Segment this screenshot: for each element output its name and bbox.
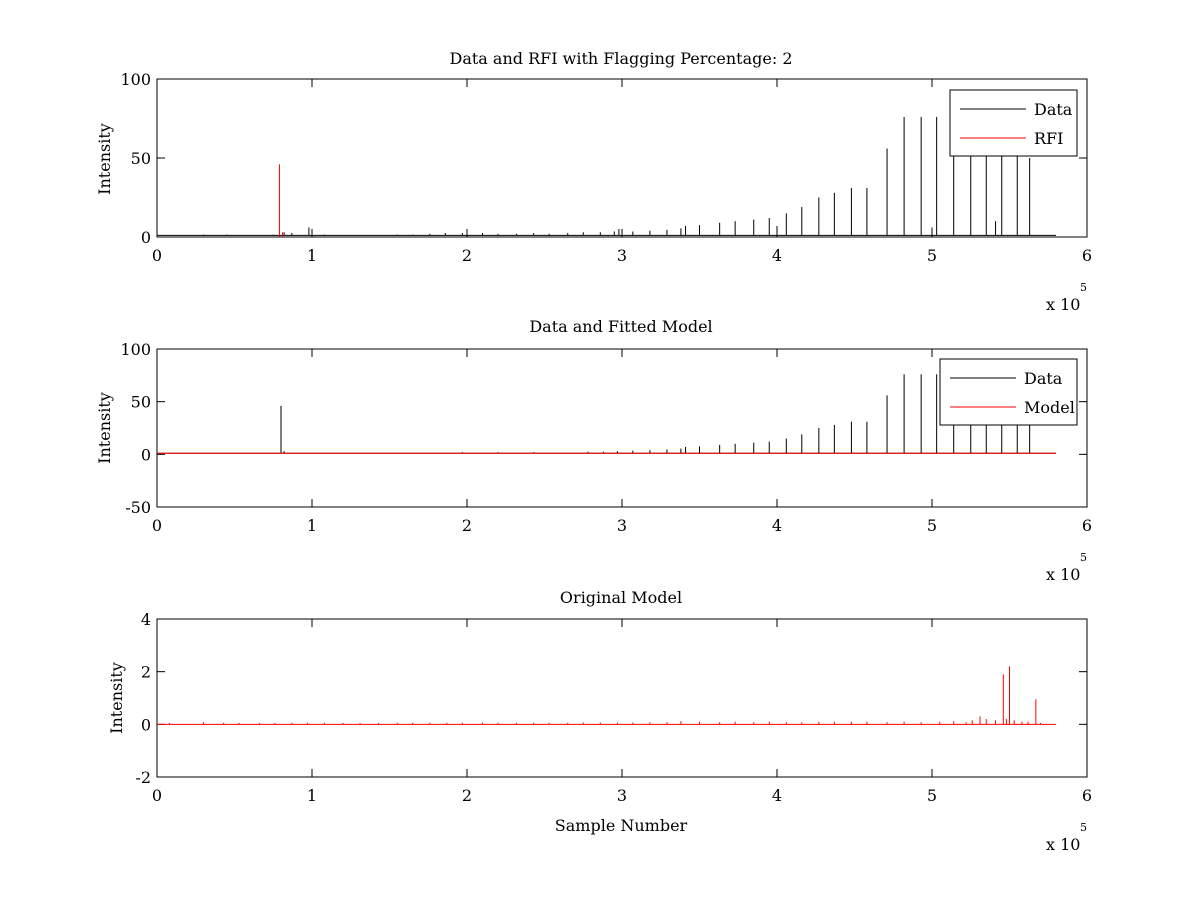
x-tick-label: 2 [462,246,472,265]
panel-original-model: Original Model Intensity Sample Number x… [107,588,1092,854]
legend: Data RFI [949,89,1078,157]
y-tick-label: 0 [141,715,151,734]
x-tick-label: 5 [927,516,937,535]
x-tick-label: 1 [307,516,317,535]
x-multiplier-exponent: 5 [1080,281,1087,294]
x-multiplier: x 10 [1046,565,1080,584]
y-tick-label: 0 [141,445,151,464]
x-tick-label: 0 [152,246,162,265]
x-multiplier-exponent: 5 [1080,551,1087,564]
x-tick-label: 6 [1082,246,1092,265]
x-tick-label: 0 [152,786,162,805]
x-tick-label: 5 [927,246,937,265]
y-tick-label: -50 [125,498,151,517]
x-tick-label: 5 [927,786,937,805]
chart-title: Data and RFI with Flagging Percentage: 2 [449,49,792,68]
y-axis-label: Intensity [95,392,114,464]
plot-area [156,618,1088,778]
x-multiplier: x 10 [1046,835,1080,854]
y-tick-label: 0 [141,228,151,247]
x-tick-label: 4 [772,246,782,265]
y-tick-label: 50 [131,149,151,168]
y-tick-label: 50 [131,393,151,412]
legend-entry: Model [1024,398,1075,417]
x-tick-label: 3 [617,246,627,265]
x-multiplier-exponent: 5 [1080,821,1087,834]
legend-box [949,89,1078,157]
x-tick-label: 3 [617,786,627,805]
y-tick-label: 2 [141,663,151,682]
x-tick-label: 4 [772,786,782,805]
y-tick-label: 4 [141,610,151,629]
legend: Data Model [939,358,1078,426]
chart-title: Data and Fitted Model [529,317,712,336]
panel-rfi: Data and RFI with Flagging Percentage: 2… [95,49,1092,314]
x-tick-label: 2 [462,516,472,535]
panel-model-fit: Data and Fitted Model Intensity x 10 5 0… [95,317,1092,584]
chart-title: Original Model [560,588,682,607]
y-axis-label: Intensity [95,123,114,195]
legend-entry: Data [1034,100,1073,119]
x-tick-label: 6 [1082,786,1092,805]
x-tick-label: 0 [152,516,162,535]
legend-box [939,358,1078,426]
x-tick-label: 1 [307,786,317,805]
x-axis-label: Sample Number [555,816,688,835]
plot-area [156,78,1088,238]
y-tick-label: 100 [120,70,151,89]
x-tick-label: 1 [307,246,317,265]
x-tick-label: 2 [462,786,472,805]
legend-entry: Data [1024,369,1063,388]
x-tick-label: 3 [617,516,627,535]
y-tick-label: -2 [135,768,151,787]
x-tick-label: 6 [1082,516,1092,535]
x-tick-label: 4 [772,516,782,535]
y-axis-label: Intensity [107,662,126,734]
y-tick-label: 100 [120,340,151,359]
x-multiplier: x 10 [1046,295,1080,314]
legend-entry: RFI [1034,129,1063,148]
